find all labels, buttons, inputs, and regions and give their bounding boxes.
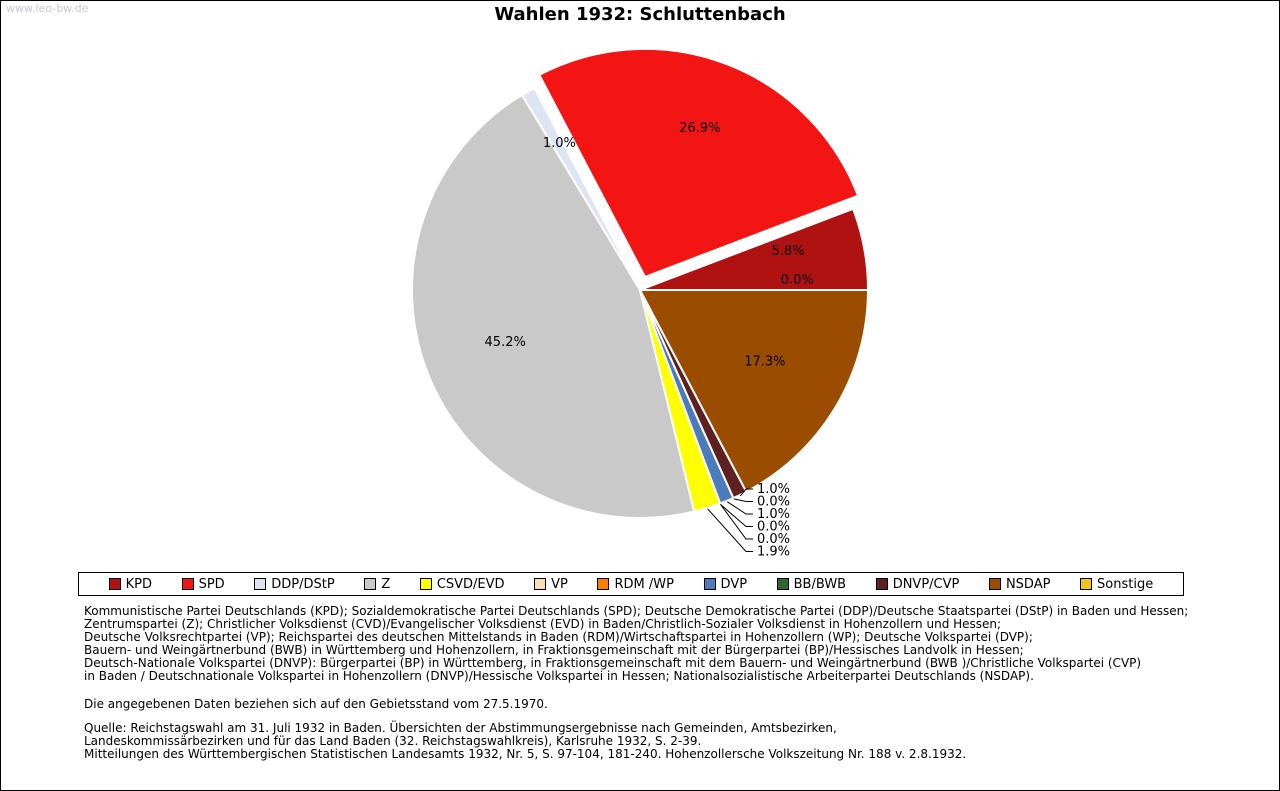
notes-line-3: Deutsche Volksrechtpartei (VP); Reichspa… bbox=[84, 630, 1033, 644]
legend-swatch-spd bbox=[181, 578, 194, 590]
legend: KPD SPD DDP/DStP Z CSVD/EVD VP RDM /WP DVP BB/BW… bbox=[78, 572, 1184, 596]
party-abbreviation-notes: Kommunistische Partei Deutschlands (KPD)… bbox=[84, 605, 1188, 683]
pie-label-vp: 0.0% bbox=[757, 532, 790, 547]
legend-label-csvd-evd: CSVD/EVD bbox=[436, 576, 505, 592]
legend-swatch-dvp bbox=[703, 578, 716, 590]
legend-item-rdm-wp: RDM /WP bbox=[597, 576, 674, 592]
territorial-status-note: Die angegebenen Daten beziehen sich auf … bbox=[84, 697, 548, 711]
legend-label-sonstige: Sonstige bbox=[1097, 576, 1154, 592]
legend-swatch-dnvp-cvp bbox=[875, 578, 888, 590]
pie-slice-spd bbox=[538, 47, 859, 278]
pie-slice-nsdap bbox=[639, 289, 869, 493]
pie-slice-z bbox=[410, 94, 696, 519]
source-line-2: Landeskommissärbezirken und für das Land… bbox=[84, 734, 702, 748]
legend-label-nsdap: NSDAP bbox=[1005, 576, 1051, 592]
notes-line-2: Zentrumspartei (Z); Christlicher Volksdi… bbox=[84, 617, 1002, 631]
source-note: Quelle: Reichstagswahl am 31. Juli 1932 … bbox=[84, 722, 966, 761]
legend-label-ddp-dstp: DDP/DStP bbox=[271, 576, 335, 592]
legend-label-z: Z bbox=[381, 576, 391, 592]
legend-item-vp: VP bbox=[534, 577, 568, 592]
pie-label-z: 45.2% bbox=[485, 335, 526, 350]
legend-item-bb-bwb: BB/BWB bbox=[776, 576, 847, 592]
pie-label-csvd-evd: 1.9% bbox=[757, 545, 790, 560]
pie-label-spd: 26.9% bbox=[679, 121, 720, 136]
pie-label-dvp: 1.0% bbox=[757, 507, 790, 522]
legend-swatch-rdm-wp bbox=[597, 578, 610, 590]
pie-label-nsdap: 17.3% bbox=[744, 354, 785, 369]
legend-item-nsdap: NSDAP bbox=[988, 576, 1051, 592]
chart-title: Wahlen 1932: Schluttenbach bbox=[494, 4, 786, 25]
legend-item-ddp-dstp: DDP/DStP bbox=[254, 576, 335, 592]
pie-label-kpd: 5.8% bbox=[771, 244, 804, 259]
notes-line-4: Bauern- und Weingärtnerbund (BWB) in Wür… bbox=[84, 643, 1024, 657]
legend-label-spd: SPD bbox=[198, 576, 225, 592]
legend-item-spd: SPD bbox=[181, 576, 225, 592]
legend-item-dvp: DVP bbox=[703, 576, 748, 592]
legend-swatch-csvd-evd bbox=[419, 578, 432, 590]
pie-chart: 1.0%0.0%1.0%0.0%0.0%1.9%5.8%26.9%1.0%45.… bbox=[410, 47, 870, 560]
leader-line-bb-bwb bbox=[733, 498, 753, 502]
watermark: www.leo-bw.de bbox=[6, 2, 89, 15]
pie-label-dnvp-cvp: 1.0% bbox=[757, 482, 790, 497]
leader-line-dnvp-cvp bbox=[739, 488, 753, 497]
leader-line-dvp bbox=[726, 501, 753, 515]
pie-label-ddp-dstp: 1.0% bbox=[543, 136, 576, 151]
legend-swatch-nsdap bbox=[988, 578, 1001, 590]
source-line-1: Quelle: Reichstagswahl am 31. Juli 1932 … bbox=[84, 721, 837, 735]
legend-label-dnvp-cvp: DNVP/CVP bbox=[892, 576, 960, 592]
legend-label-vp: VP bbox=[551, 576, 568, 592]
legend-item-dnvp-cvp: DNVP/CVP bbox=[875, 576, 960, 592]
legend-swatch-bb-bwb bbox=[776, 578, 789, 590]
legend-item-csvd-evd: CSVD/EVD bbox=[419, 576, 505, 592]
pie-label-bb-bwb: 0.0% bbox=[757, 495, 790, 510]
leader-line-vp bbox=[720, 504, 753, 540]
leader-line-rdm-wp bbox=[720, 504, 753, 527]
notes-line-5: Deutsch-Nationale Volkspartei (DNVP): Bü… bbox=[84, 656, 1142, 670]
pie-label-sonstige: 0.0% bbox=[781, 273, 814, 288]
legend-item-z: Z bbox=[364, 577, 390, 592]
notes-line-1: Kommunistische Partei Deutschlands (KPD)… bbox=[84, 604, 1189, 618]
source-line-3: Mitteilungen des Württembergischen Stati… bbox=[84, 747, 967, 761]
legend-label-bb-bwb: BB/BWB bbox=[793, 576, 847, 592]
notes-line-6: in Baden / Deutschnationale Volkspartei … bbox=[84, 669, 1034, 683]
legend-item-kpd: KPD bbox=[108, 576, 152, 592]
leader-line-csvd-evd bbox=[707, 508, 753, 552]
legend-label-rdm-wp: RDM /WP bbox=[614, 576, 674, 592]
legend-label-kpd: KPD bbox=[125, 576, 152, 592]
legend-swatch-ddp-dstp bbox=[254, 578, 267, 590]
legend-label-dvp: DVP bbox=[720, 576, 748, 592]
legend-swatch-kpd bbox=[108, 578, 121, 590]
legend-swatch-vp bbox=[534, 578, 547, 590]
pie-label-rdm-wp: 0.0% bbox=[757, 520, 790, 535]
legend-swatch-sonstige bbox=[1080, 578, 1093, 590]
legend-swatch-z bbox=[364, 578, 377, 590]
legend-item-sonstige: Sonstige bbox=[1080, 577, 1153, 592]
